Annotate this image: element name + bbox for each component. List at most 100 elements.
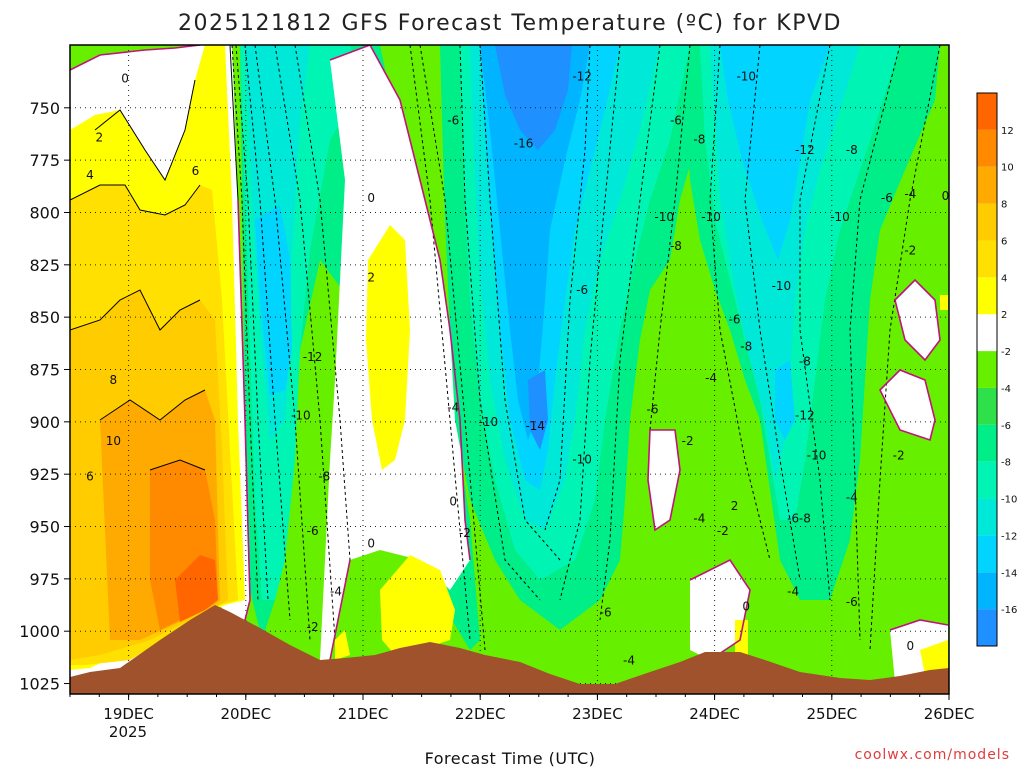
colorbar-swatch <box>977 461 997 499</box>
x-tick-label: 19DEC <box>103 705 154 723</box>
contour-label: -6 <box>787 511 799 525</box>
contour-line <box>244 45 291 621</box>
contour-label: -6 <box>307 524 319 538</box>
y-axis: 750 775 800 825 850 875 900 925 950 975 1000 1025 <box>19 99 70 694</box>
colorbar-label: 6 <box>1001 236 1007 247</box>
contour-label: -10 <box>830 210 850 224</box>
contour-line <box>419 45 486 651</box>
contour-label: -12 <box>303 350 323 364</box>
contour-label: -4 <box>846 490 858 504</box>
contour-label: -8 <box>693 132 705 146</box>
region-2-to-4-low <box>380 555 455 655</box>
colorbar: -16 -14 -12 -10 -8 -6 -4 -2 2 4 6 8 10 12 <box>976 92 1017 647</box>
contour-label: -12 <box>795 409 815 423</box>
colorbar-label: -8 <box>1001 458 1011 469</box>
pocket-yellow-edge <box>940 295 948 310</box>
contour-line <box>294 45 351 561</box>
colorbar-swatch <box>977 535 997 573</box>
contour-label: -8 <box>846 143 858 157</box>
contour-line <box>459 45 541 601</box>
contour-label: 6 <box>192 164 200 178</box>
contour-label: -2 <box>459 526 471 540</box>
contour-line <box>254 45 311 641</box>
colorbar-swatch <box>977 277 997 315</box>
plot-area: 024 68106-12-10-8-6-4-2020-6-40-2-10-16-1… <box>70 45 949 694</box>
contour-line <box>849 45 901 641</box>
contour-line <box>70 184 201 216</box>
contour-label: -6 <box>881 191 893 205</box>
x-tick-label: 23DEC <box>572 705 623 723</box>
y-tick-label: 1000 <box>19 622 60 641</box>
contour-label: -4 <box>693 511 705 525</box>
y-tick-label: 750 <box>29 99 60 118</box>
contour-line <box>479 45 561 561</box>
y-tick-label: 900 <box>29 413 60 432</box>
contour-label: 2 <box>731 499 739 513</box>
colorbar-swatch <box>977 203 997 241</box>
pocket-yellow-east <box>920 640 948 675</box>
contour-label: -16 <box>514 137 534 151</box>
colorbar-label: 10 <box>1001 163 1014 174</box>
contour-label: -12 <box>572 70 592 84</box>
contour-label: -10 <box>572 453 592 467</box>
contour-line <box>409 45 471 641</box>
colorbar-swatch <box>977 498 997 536</box>
contour-line <box>149 459 206 471</box>
contour-label: -10 <box>701 210 721 224</box>
y-tick-label: 800 <box>29 203 60 222</box>
contour-line <box>99 389 206 421</box>
contour-line <box>709 45 771 561</box>
y-tick-label: 875 <box>29 361 60 380</box>
contour-label: 2 <box>95 130 103 144</box>
colorbar-swatch <box>977 572 997 610</box>
colorbar-label: -2 <box>1001 347 1011 358</box>
colorbar-label: -16 <box>1001 605 1017 616</box>
contour-line <box>94 79 196 182</box>
region-minus12-to-minus10 <box>255 205 292 395</box>
contour-line <box>559 45 621 601</box>
region-2-to-4-mid <box>366 225 410 470</box>
x-tick-label: 22DEC <box>455 705 506 723</box>
colorbar-label: -14 <box>1001 568 1017 579</box>
colorbar-swatch <box>977 166 997 204</box>
credit-link[interactable]: coolwx.com/models <box>855 747 1010 763</box>
colorbar-label: -6 <box>1001 421 1011 432</box>
isotherm-zero <box>879 369 936 442</box>
region-minus14-pocket <box>528 370 548 450</box>
colorbar-swatch <box>977 609 997 646</box>
pocket-white-3 <box>880 370 935 440</box>
contour-label: 0 <box>367 536 375 550</box>
contour-label: 0 <box>942 189 950 203</box>
contour-label: -10 <box>736 70 756 84</box>
contour-lines <box>70 45 941 651</box>
region-minus12-east <box>720 45 830 260</box>
contour-label: -2 <box>893 449 905 463</box>
x-axis-title: Forecast Time (UTC) <box>425 749 596 768</box>
colorbar-label: 2 <box>1001 310 1007 321</box>
region-minus12-pocket <box>775 360 795 440</box>
colorbar-swatch <box>977 240 997 278</box>
colorbar-label: -10 <box>1001 495 1017 506</box>
colorbar-label: -12 <box>1001 531 1017 542</box>
terrain <box>70 605 949 694</box>
isotherm-zero <box>689 558 751 661</box>
contour-label: -6 <box>846 595 858 609</box>
contour-line <box>235 45 269 601</box>
contour-label: -10 <box>479 415 499 429</box>
isotherm-zero <box>889 619 949 631</box>
contour-label: -8 <box>799 354 811 368</box>
contour-label: -2 <box>682 434 694 448</box>
x-tick-label: 25DEC <box>807 705 858 723</box>
contour-label: -4 <box>705 371 717 385</box>
pocket-yellow-24dec <box>735 620 748 660</box>
contour-label: -4 <box>904 187 916 201</box>
colorbar-swatch <box>977 351 997 388</box>
contour-label: -2 <box>904 243 916 257</box>
contour-label: -6 <box>670 114 682 128</box>
x-tick-label: 24DEC <box>689 705 740 723</box>
contour-label: 4 <box>86 168 94 182</box>
contour-label: 0 <box>449 495 457 509</box>
colorbar-frame <box>976 92 998 647</box>
contour-label: 0 <box>742 599 750 613</box>
contour-label: 6 <box>86 469 94 483</box>
